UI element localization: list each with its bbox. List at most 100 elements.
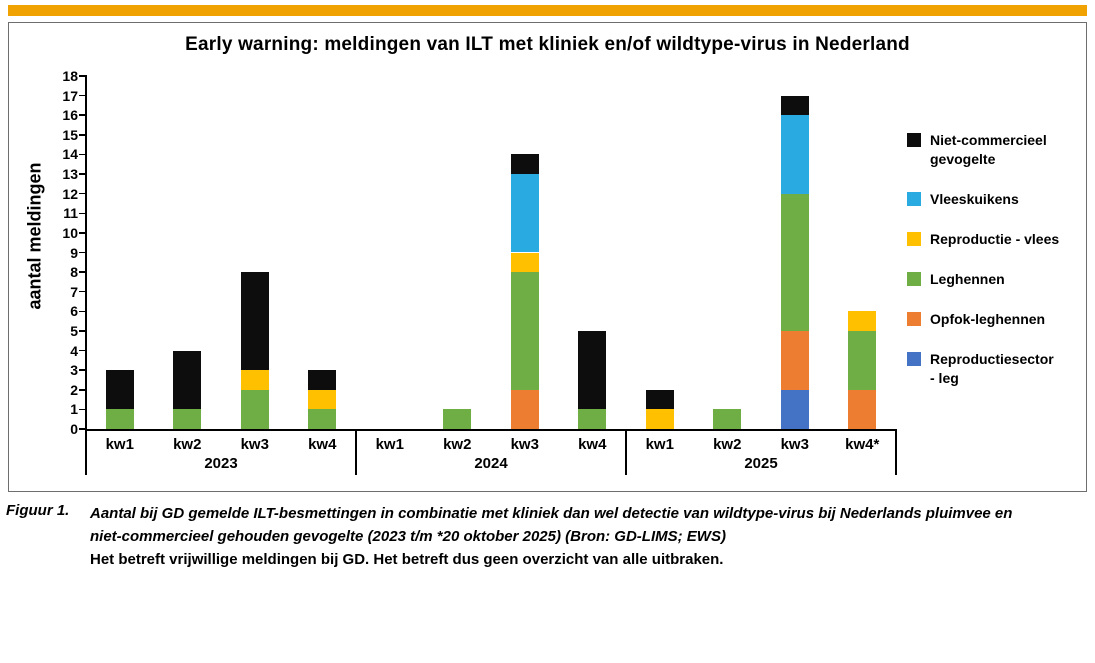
bar-segment [780,193,809,331]
axis-group-separator [85,429,87,475]
x-category-label: kw3 [780,436,809,453]
y-tick-mark [79,271,85,273]
y-tick-label: 6 [70,303,78,320]
y-tick-label: 13 [62,166,78,183]
x-category-label: kw1 [645,436,674,453]
y-tick-mark [79,428,85,430]
bar-segment [780,389,809,429]
y-tick-mark [79,408,85,411]
legend-swatch-icon [907,192,921,206]
y-tick-mark [79,134,85,136]
y-tick-label: 15 [62,126,78,143]
x-category-label: kw1 [375,436,404,453]
legend-label: Reproductiesector - leg [930,351,1054,386]
bar-segment [848,311,877,331]
y-tick-mark [79,75,85,77]
chart-title: Early warning: meldingen van ILT met kli… [185,34,910,55]
legend-item: Opfok-leghennen [907,310,1085,329]
y-tick-mark [79,114,85,116]
axis-group-separator [625,429,627,475]
y-tick-mark [79,173,85,175]
x-category-label: kw2 [443,436,472,453]
bar-segment [308,389,337,410]
legend-swatch-icon [907,232,921,246]
y-tick-mark [79,290,85,293]
bar-segment [240,370,269,390]
y-tick-mark [79,153,85,156]
legend-label: Vleeskuikens [930,191,1019,207]
y-tick-label: 8 [70,264,78,281]
y-tick-label: 9 [70,244,78,261]
y-tick-label: 18 [62,68,78,84]
x-category-label: kw2 [173,436,202,453]
bar-segment [510,174,539,253]
legend-item: Leghennen [907,270,1085,289]
y-tick-mark [79,251,85,254]
bar-segment [848,389,877,429]
bar-segment [240,389,269,429]
y-axis-title: aantal meldingen [24,162,45,310]
legend-label: Niet-commercieel gevogelte [930,132,1047,167]
chart-legend: Niet-commercieel gevogelte Vleeskuikens Rep… [907,131,1085,388]
bar-segment [780,330,809,390]
legend-swatch-icon [907,272,921,286]
x-category-label: kw3 [510,436,539,453]
x-category-label: kw2 [713,436,742,453]
bar-segment [105,370,134,410]
bar-segment [173,409,202,429]
y-tick-label: 4 [70,342,78,359]
bar-segment [645,389,674,410]
caption-line-3: Het betreft vrijwillige meldingen bij GD… [90,551,724,568]
y-tick-mark [79,232,85,234]
y-tick-label: 10 [62,224,78,241]
y-tick-mark [79,94,85,97]
y-tick-label: 2 [70,381,78,398]
bar-segment [510,252,539,273]
y-tick-mark [79,330,85,332]
year-label: 2025 [744,455,778,472]
year-label: 2023 [204,455,238,472]
bar-segment [780,95,809,116]
legend-label: Leghennen [930,271,1005,287]
y-tick-mark [79,389,85,391]
legend-item: Vleeskuikens [907,190,1085,209]
y-tick-label: 3 [70,362,78,379]
x-category-label: kw1 [105,436,134,453]
caption-text: Aantal bij GD gemelde ILT-besmettingen i… [90,502,1088,571]
bar-segment [510,154,539,175]
figure-label: Figuur 1. [6,502,70,519]
bar-segment [443,409,472,429]
bar-segment [645,409,674,429]
legend-label: Reproductie - vlees [930,231,1060,247]
x-category-label: kw4 [578,436,607,453]
y-tick-label: 16 [62,107,78,124]
caption-line-2: niet-commercieel gehouden gevogelte (202… [90,528,726,545]
bar-segment [848,330,877,390]
y-tick-mark [79,369,85,371]
axis-group-separator [895,429,897,475]
legend-swatch-icon [907,312,921,326]
year-label: 2024 [474,455,508,472]
bar-segment [713,409,742,429]
y-tick-label: 11 [63,205,78,222]
bar-segment [240,272,269,371]
y-tick-mark [79,349,85,352]
legend-item: Niet-commercieel gevogelte [907,131,1085,169]
figure-caption: Figuur 1. Aantal bij GD gemelde ILT-besm… [6,502,1088,571]
y-tick-label: 0 [70,421,78,437]
y-tick-label: 17 [62,87,78,104]
y-axis-line [85,75,87,430]
legend-swatch-icon [907,352,921,366]
y-tick-label: 14 [62,146,78,163]
caption-line-1: Aantal bij GD gemelde ILT-besmettingen i… [90,505,1013,522]
y-tick-label: 5 [70,322,78,339]
legend-item: Reproductiesector - leg [907,350,1085,388]
legend-item: Reproductie - vlees [907,230,1085,249]
x-category-label: kw4 [308,436,337,453]
legend-label: Opfok-leghennen [930,311,1046,327]
x-category-label: kw4* [845,436,880,453]
bar-segment [510,272,539,390]
y-tick-mark [79,192,85,195]
bar-segment [510,389,539,429]
y-tick-mark [79,310,85,313]
